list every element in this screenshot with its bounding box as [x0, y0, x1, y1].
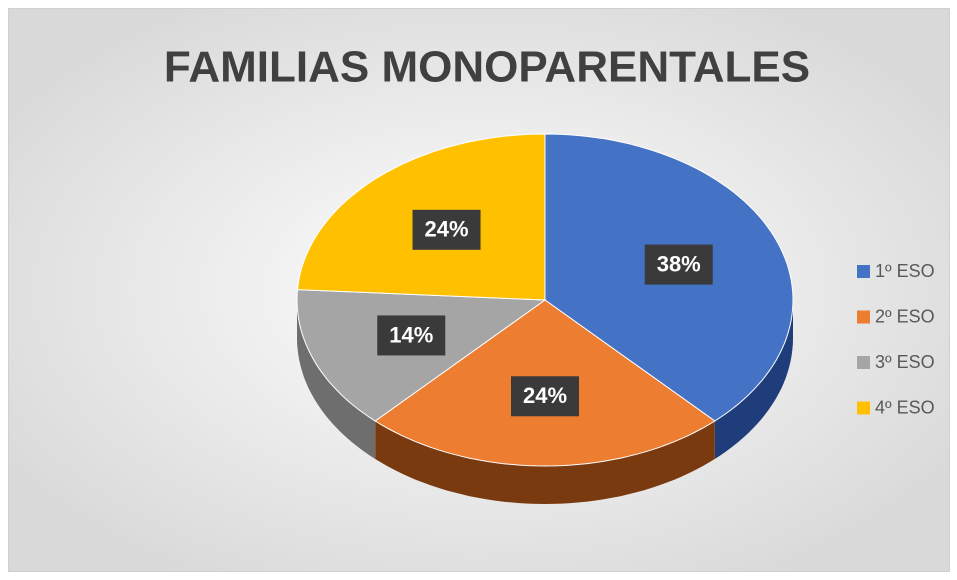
data-label: 24%: [425, 217, 469, 242]
legend-swatch: [857, 310, 870, 324]
legend-swatch: [857, 401, 870, 415]
legend-label: 2º ESO: [875, 306, 935, 326]
slice-side: [714, 300, 793, 459]
pie: 38% 24% 14% 24%: [296, 133, 794, 504]
data-label: 14%: [389, 322, 433, 347]
chart-title: FAMILIAS MONOPARENTALES: [164, 43, 810, 92]
legend-label: 1º ESO: [875, 261, 935, 281]
data-label: 24%: [523, 383, 567, 408]
slice-side: [297, 300, 376, 459]
legend: 1º ESO 2º ESO 3º ESO 4º ESO: [857, 261, 935, 417]
legend-label: 3º ESO: [875, 352, 935, 372]
legend-swatch: [857, 265, 870, 278]
slice-side: [375, 421, 715, 504]
label-box: [511, 376, 579, 417]
label-box: [412, 209, 481, 250]
label-box: [377, 315, 446, 356]
legend-label: 4º ESO: [875, 397, 935, 417]
legend-swatch: [857, 356, 870, 369]
data-label: 38%: [657, 251, 701, 276]
label-box: [644, 244, 713, 285]
